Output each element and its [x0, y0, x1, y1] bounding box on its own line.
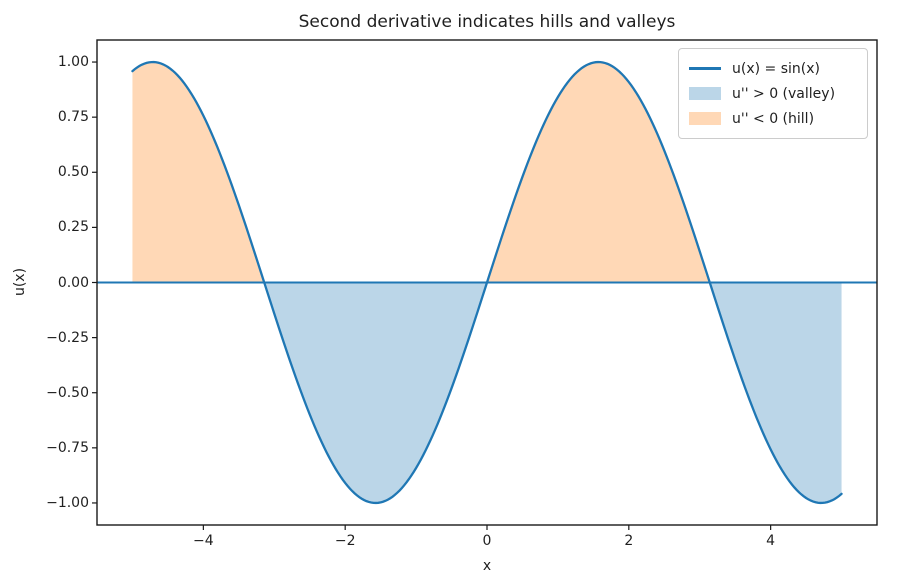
legend-patch-swatch	[689, 86, 721, 102]
y-tick-label: 1.00	[57, 54, 89, 71]
legend-entry: u(x) = sin(x)	[689, 56, 857, 81]
y-tick-label: 0.25	[57, 219, 89, 236]
x-tick-label: −4	[193, 533, 214, 549]
y-tick-label: −0.75	[46, 439, 89, 456]
x-tick-label: 4	[766, 533, 776, 549]
y-tick-label: 0.00	[57, 274, 89, 291]
fill-region-valley	[264, 282, 487, 503]
fill-region-hill	[132, 62, 265, 283]
x-tick-label: 2	[624, 533, 634, 549]
y-tick-label: −1.00	[46, 494, 89, 511]
swatch-color	[689, 112, 721, 125]
y-tick-label: −0.50	[46, 384, 89, 401]
legend-entry: u'' > 0 (valley)	[689, 81, 857, 106]
x-axis-label: x	[482, 558, 492, 574]
y-tick-label: −0.25	[46, 329, 89, 346]
legend-entries: u(x) = sin(x) u'' > 0 (valley) u'' < 0 (hi…	[689, 56, 857, 131]
x-tick-label: 0	[482, 533, 492, 549]
legend-label: u'' < 0 (hill)	[732, 110, 815, 127]
fill-region-hill	[487, 62, 710, 283]
swatch-color	[689, 67, 721, 70]
legend-entry: u'' < 0 (hill)	[689, 106, 857, 131]
legend-patch-swatch	[689, 111, 721, 127]
swatch-color	[689, 87, 721, 100]
sine-curve	[131, 60, 843, 505]
legend-label: u(x) = sin(x)	[732, 60, 820, 77]
x-tick-label: −2	[334, 533, 356, 549]
legend: u(x) = sin(x) u'' > 0 (valley) u'' < 0 (hi…	[678, 48, 868, 139]
y-tick-label: 0.50	[57, 164, 89, 181]
chart-title: Second derivative indicates hills and va…	[298, 12, 676, 32]
y-tick-label: 0.75	[57, 109, 89, 126]
legend-label: u'' > 0 (valley)	[732, 85, 836, 102]
fill-region-valley	[709, 282, 842, 503]
legend-line-swatch	[689, 61, 721, 77]
